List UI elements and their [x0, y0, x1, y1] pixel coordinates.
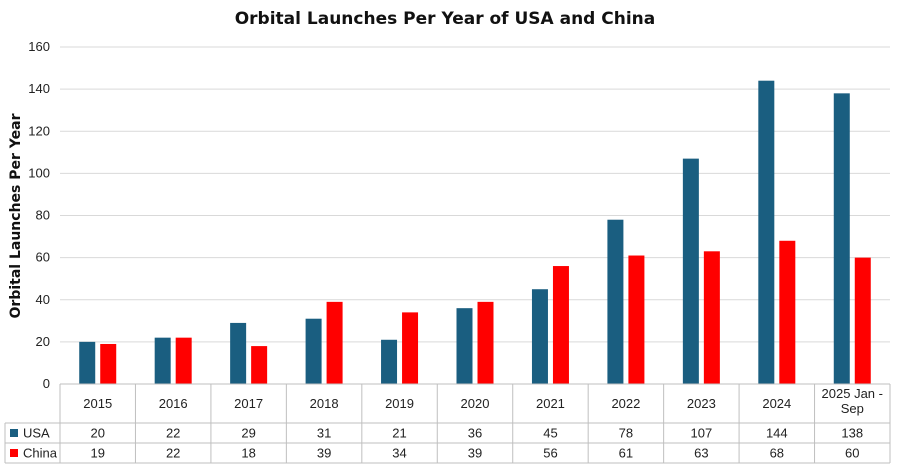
- bars: [79, 80, 871, 385]
- data-label-usa: 45: [543, 426, 557, 441]
- x-tick-label: Sep: [841, 401, 864, 416]
- data-label-usa: 29: [241, 426, 255, 441]
- bar-usa: [833, 93, 850, 385]
- data-label-usa: 138: [841, 426, 863, 441]
- x-tick-label: 2025 Jan -: [822, 386, 883, 401]
- data-label-china: 68: [770, 446, 784, 461]
- bar-china: [854, 257, 871, 384]
- y-tick-label: 0: [43, 376, 50, 391]
- data-label-china: 63: [694, 446, 708, 461]
- bar-china: [703, 251, 720, 384]
- y-tick-label: 80: [36, 208, 50, 223]
- x-tick-label: 2016: [159, 396, 188, 411]
- y-tick-label: 20: [36, 334, 50, 349]
- legend-label-usa: USA: [23, 426, 50, 441]
- data-label-usa: 107: [691, 426, 713, 441]
- data-label-china: 60: [845, 446, 859, 461]
- data-label-china: 19: [90, 446, 104, 461]
- data-label-usa: 21: [392, 426, 406, 441]
- legend-key-china: [10, 449, 18, 457]
- data-label-usa: 31: [317, 426, 331, 441]
- x-tick-label: 2018: [310, 396, 339, 411]
- y-tick-label: 160: [28, 39, 50, 54]
- y-tick-label: 140: [28, 81, 50, 96]
- y-tick-label: 60: [36, 250, 50, 265]
- bar-china: [175, 337, 192, 384]
- y-tick-label: 40: [36, 292, 50, 307]
- x-tick-label: 2019: [385, 396, 414, 411]
- legend-label-china: China: [23, 446, 58, 461]
- x-tick-label: 2022: [611, 396, 640, 411]
- data-label-usa: 22: [166, 426, 180, 441]
- bar-usa: [758, 80, 775, 384]
- y-axis-label: Orbital Launches Per Year: [8, 113, 24, 318]
- bar-china: [477, 301, 494, 384]
- data-label-usa: 36: [468, 426, 482, 441]
- bar-usa: [79, 341, 96, 384]
- bar-usa: [682, 158, 699, 384]
- legend-key-usa: [10, 429, 18, 437]
- data-label-usa: 20: [90, 426, 104, 441]
- data-label-china: 61: [619, 446, 633, 461]
- bar-china: [251, 346, 268, 384]
- data-label-china: 34: [392, 446, 406, 461]
- chart-title: Orbital Launches Per Year of USA and Chi…: [235, 9, 656, 29]
- data-label-china: 39: [468, 446, 482, 461]
- bar-usa: [230, 322, 247, 384]
- bar-china: [552, 266, 569, 384]
- bar-usa: [154, 337, 171, 384]
- data-label-china: 39: [317, 446, 331, 461]
- bar-china: [326, 301, 343, 384]
- data-label-usa: 78: [619, 426, 633, 441]
- y-tick-label: 120: [28, 123, 50, 138]
- bar-china: [628, 255, 645, 384]
- bar-usa: [305, 318, 322, 384]
- bar-china: [402, 312, 419, 384]
- x-tick-label: 2023: [687, 396, 716, 411]
- data-label-china: 18: [241, 446, 255, 461]
- x-tick-label: 2020: [461, 396, 490, 411]
- bar-china: [779, 240, 796, 384]
- x-tick-label: 2021: [536, 396, 565, 411]
- x-tick-label: 2024: [762, 396, 791, 411]
- data-label-usa: 144: [766, 426, 788, 441]
- data-label-china: 22: [166, 446, 180, 461]
- bar-china: [100, 343, 117, 384]
- data-label-china: 56: [543, 446, 557, 461]
- bar-usa: [456, 308, 473, 384]
- x-tick-label: 2017: [234, 396, 263, 411]
- bar-usa: [531, 289, 548, 384]
- x-tick-label: 2015: [83, 396, 112, 411]
- bar-usa: [607, 219, 624, 384]
- gridlines: 0 20 40 60 80 100 120 140 160: [28, 39, 890, 391]
- bar-usa: [381, 339, 398, 384]
- y-tick-label: 100: [28, 165, 50, 180]
- data-table: 2015 2016 2017 2018 2019 2020 2021 2022 2023 2024…: [4, 383, 891, 464]
